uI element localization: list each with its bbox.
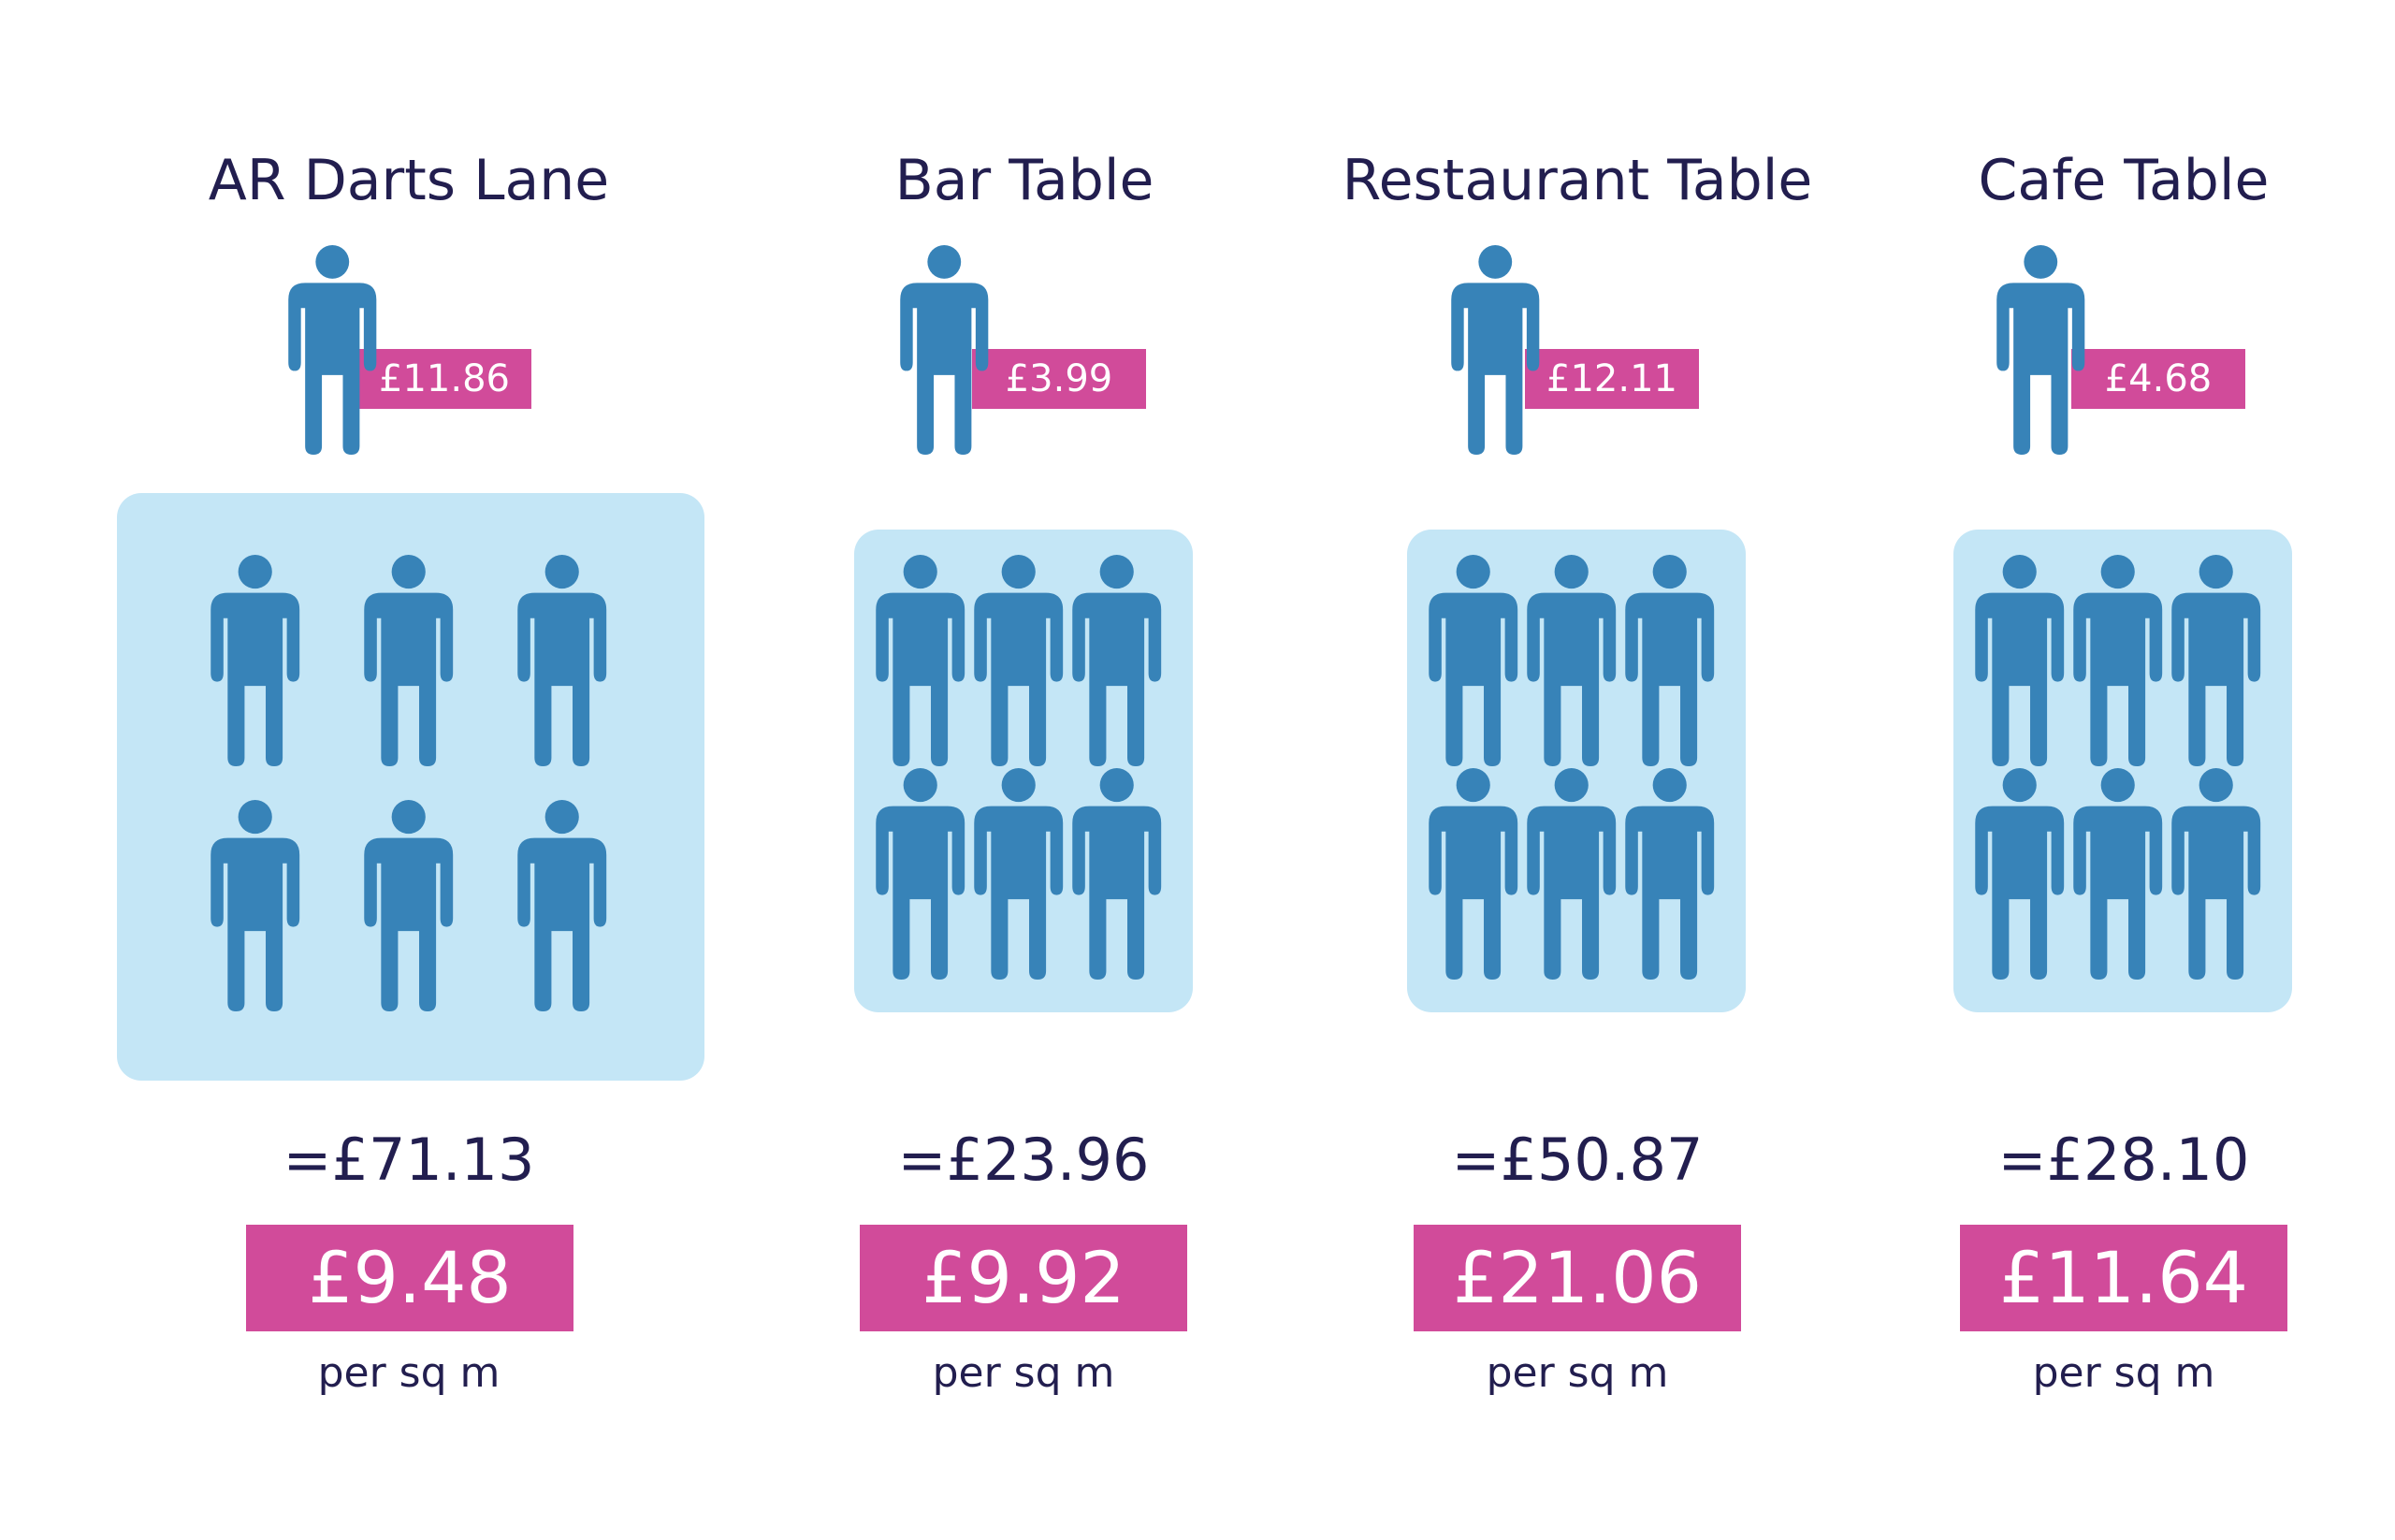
person-icon-group-1-6 [517, 800, 607, 1011]
per-person-badge-ar-darts-lane: £11.86 [357, 349, 531, 409]
person-icon-group-3-2 [1527, 555, 1617, 766]
person-icon-group-2-5 [974, 768, 1064, 980]
person-icon-group-3-6 [1625, 768, 1715, 980]
person-icon-group-3-1 [1429, 555, 1518, 766]
person-icon-group-3-3 [1625, 555, 1715, 766]
total-cost-cafe-table: =£28.10 [1997, 1126, 2250, 1194]
total-cost-bar-table: =£23.96 [897, 1126, 1150, 1194]
total-cost-restaurant-table: =£50.87 [1451, 1126, 1704, 1194]
person-icon-group-2-2 [974, 555, 1064, 766]
person-icon-single-3 [1450, 245, 1540, 455]
column-title-bar-table: Bar Table [894, 148, 1154, 213]
person-icon-group-4-5 [2073, 768, 2163, 980]
person-icon-group-2-4 [876, 768, 965, 980]
person-icon-group-4-1 [1975, 555, 2065, 766]
price-badge-restaurant-table: £21.06 [1414, 1225, 1741, 1331]
person-icon-group-2-3 [1072, 555, 1162, 766]
person-icon-single-4 [1996, 245, 2085, 455]
person-icon-group-2-6 [1072, 768, 1162, 980]
total-cost-ar-darts-lane: =£71.13 [283, 1126, 535, 1194]
person-icon-group-4-4 [1975, 768, 2065, 980]
group-panel-ar-darts-lane [117, 493, 704, 1081]
per-person-badge-restaurant-table: £12.11 [1525, 349, 1699, 409]
person-icon-group-4-3 [2171, 555, 2261, 766]
person-icon-single-2 [899, 245, 989, 455]
person-icon-group-4-6 [2171, 768, 2261, 980]
unit-label-restaurant-table: per sq m [1486, 1349, 1669, 1397]
price-badge-cafe-table: £11.64 [1960, 1225, 2287, 1331]
price-badge-ar-darts-lane: £9.48 [246, 1225, 573, 1331]
person-icon-group-1-4 [210, 800, 300, 1011]
person-icon-single-1 [287, 245, 377, 455]
person-icon-group-4-2 [2073, 555, 2163, 766]
column-title-cafe-table: Cafe Table [1978, 148, 2270, 213]
per-person-badge-cafe-table: £4.68 [2071, 349, 2245, 409]
person-icon-group-2-1 [876, 555, 965, 766]
column-title-restaurant-table: Restaurant Table [1342, 148, 1813, 213]
unit-label-cafe-table: per sq m [2032, 1349, 2215, 1397]
unit-label-ar-darts-lane: per sq m [317, 1349, 501, 1397]
per-person-badge-bar-table: £3.99 [972, 349, 1146, 409]
unit-label-bar-table: per sq m [932, 1349, 1115, 1397]
column-title-ar-darts-lane: AR Darts Lane [208, 148, 610, 213]
price-badge-bar-table: £9.92 [860, 1225, 1187, 1331]
person-icon-group-1-5 [364, 800, 454, 1011]
person-icon-group-3-4 [1429, 768, 1518, 980]
person-icon-group-3-5 [1527, 768, 1617, 980]
person-icon-group-1-1 [210, 555, 300, 766]
person-icon-group-1-2 [364, 555, 454, 766]
person-icon-group-1-3 [517, 555, 607, 766]
